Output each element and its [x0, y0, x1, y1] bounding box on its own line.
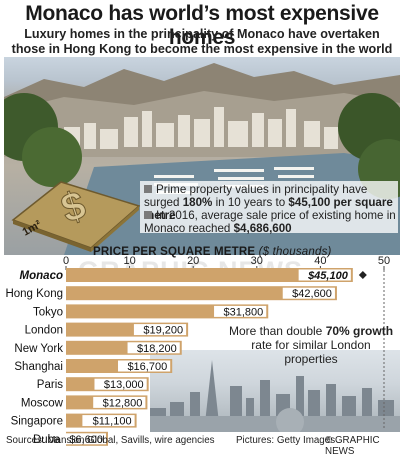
value-label: $13,000	[104, 379, 144, 391]
value-label-box	[93, 396, 146, 408]
category-label: Monaco	[20, 270, 63, 282]
info-row-price: In 2016, average sale price of existing …	[144, 209, 396, 235]
value-label: $11,100	[93, 416, 132, 428]
value-label-box	[82, 415, 135, 427]
bullet-square-icon	[144, 185, 152, 193]
bullet-square-icon	[144, 211, 152, 219]
info-box: Prime property values in principality ha…	[140, 181, 398, 235]
category-label: New York	[14, 343, 63, 355]
category-label: Moscow	[21, 397, 64, 409]
value-label: $19,200	[143, 325, 183, 337]
page-title: Monaco has world’s most expensive homes	[25, 2, 379, 49]
value-label-box	[133, 324, 187, 336]
footer-credit: © GRAPHIC NEWS	[325, 435, 380, 457]
value-label: $12,800	[103, 397, 143, 409]
bar	[66, 304, 269, 319]
footer: Sources: Mansion Global, Savills, wire a…	[0, 432, 404, 457]
square-metre-coin: $ 1m²	[5, 162, 145, 252]
category-label: London	[25, 325, 63, 337]
footer-pictures: Pictures: Getty Images	[236, 435, 336, 446]
bar	[66, 413, 137, 428]
value-label-box	[282, 287, 335, 299]
value-label-box	[298, 269, 351, 281]
page-subtitle: Luxury homes in the principality of Mona…	[11, 27, 393, 56]
bar	[66, 377, 149, 392]
category-label: Shanghai	[14, 361, 63, 373]
value-label: $42,600	[292, 288, 332, 300]
category-label: Singapore	[11, 416, 63, 428]
x-tick-label: 50	[378, 255, 390, 267]
footer-sources: Sources: Mansion Global, Savills, wire a…	[6, 435, 215, 446]
category-label: Hong Kong	[5, 288, 63, 300]
category-label: Paris	[37, 379, 63, 391]
bar	[66, 322, 189, 337]
london-skyline-photo	[150, 350, 400, 432]
value-label: $45,100	[307, 270, 349, 282]
category-label: Tokyo	[33, 306, 63, 318]
highlight-diamond-icon	[358, 271, 367, 279]
bar	[66, 395, 148, 410]
bar	[66, 286, 337, 301]
watermark: GRAPHIC NEWS	[78, 256, 304, 286]
value-label-box	[214, 305, 267, 317]
x-tick-label: 0	[63, 255, 69, 267]
london-annotation: More than double 70% growth rate for sim…	[228, 324, 394, 366]
value-label: $31,800	[223, 306, 263, 318]
info-row-growth: Prime property values in principality ha…	[144, 183, 393, 222]
value-label-box	[94, 378, 147, 390]
chart-title: PRICE PER SQUARE METRE ($ thousands)	[93, 246, 332, 258]
